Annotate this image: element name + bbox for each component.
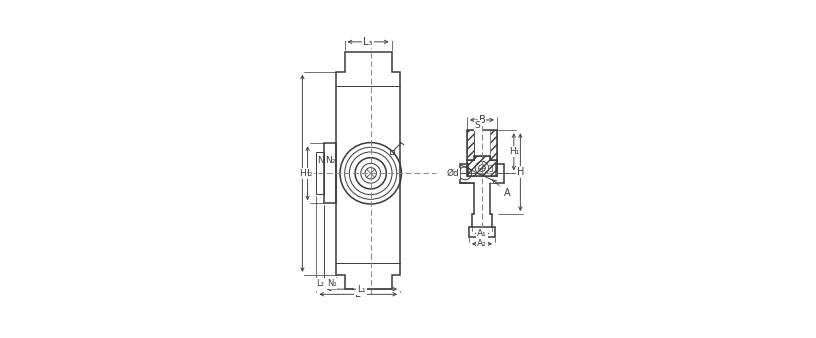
Text: H: H [299, 169, 306, 178]
Text: Ød: Ød [446, 169, 459, 178]
Text: H₁: H₁ [508, 147, 519, 156]
Text: A: A [493, 180, 511, 198]
Text: H: H [517, 167, 524, 177]
Bar [317, 152, 324, 194]
Text: H₂: H₂ [302, 169, 313, 178]
Text: S: S [475, 121, 481, 130]
Bar [324, 143, 336, 203]
Text: A₂: A₂ [477, 239, 487, 248]
Text: L₂: L₂ [316, 280, 324, 288]
Bar [391, 150, 393, 153]
Text: L₃: L₃ [363, 37, 373, 47]
Text: N₁: N₁ [326, 280, 336, 288]
Text: N₂: N₂ [325, 156, 335, 165]
Text: L₁: L₁ [357, 285, 366, 294]
Text: B: B [479, 115, 486, 125]
Text: N: N [317, 156, 323, 165]
Text: A₁: A₁ [477, 229, 487, 238]
Text: L: L [356, 289, 361, 299]
